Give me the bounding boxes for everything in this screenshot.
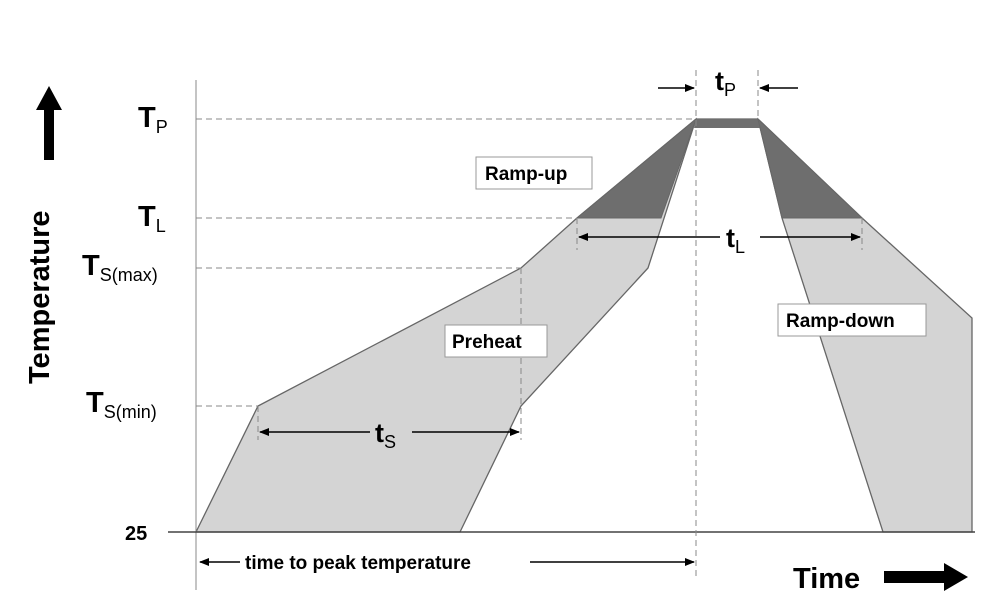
y-axis-arrow-icon (36, 86, 62, 160)
preheat-label: Preheat (452, 332, 522, 353)
ts-interval-label: tS (375, 418, 396, 452)
ts-max-label: TS(max) (82, 250, 158, 285)
ambient-temperature-label: 25 (125, 523, 147, 545)
tp-label: TP (138, 102, 168, 137)
x-axis-title: Time (793, 563, 860, 595)
preheat-label-box (444, 324, 548, 358)
y-axis-title: Temperature (24, 210, 56, 384)
ramp-down-label-box (777, 303, 927, 337)
tp-interval-label: tP (715, 66, 736, 100)
ramp-up-label: Ramp-up (485, 164, 567, 185)
ramp-up-label-box (475, 156, 593, 190)
ramp-down-label: Ramp-down (786, 311, 895, 332)
peak-plateau-area (694, 119, 760, 128)
ts-min-label: TS(min) (86, 387, 157, 422)
ramp-up-above-liquidus-area (575, 117, 698, 219)
ramp-down-above-liquidus-area (757, 117, 864, 219)
x-axis-arrow-icon (884, 563, 968, 591)
tl-interval-label: tL (726, 223, 745, 257)
tl-label: TL (138, 201, 166, 236)
time-to-peak-label: time to peak temperature (245, 553, 471, 574)
